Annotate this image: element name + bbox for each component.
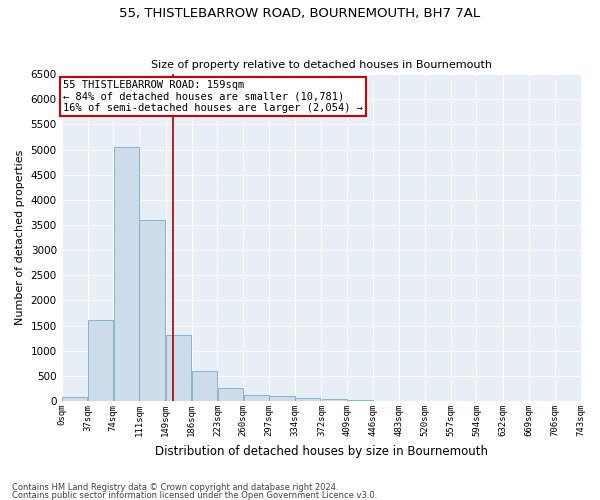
Bar	[347, 400, 373, 401]
Bar	[295, 398, 320, 401]
Bar	[113, 147, 139, 401]
Bar	[244, 395, 269, 401]
Text: 55, THISTLEBARROW ROAD, BOURNEMOUTH, BH7 7AL: 55, THISTLEBARROW ROAD, BOURNEMOUTH, BH7…	[119, 8, 481, 20]
Bar	[88, 320, 113, 401]
Text: 55 THISTLEBARROW ROAD: 159sqm
← 84% of detached houses are smaller (10,781)
16% : 55 THISTLEBARROW ROAD: 159sqm ← 84% of d…	[63, 80, 363, 114]
Text: Contains HM Land Registry data © Crown copyright and database right 2024.: Contains HM Land Registry data © Crown c…	[12, 484, 338, 492]
Bar	[139, 220, 165, 401]
Bar	[166, 335, 191, 401]
Bar	[218, 388, 243, 401]
Bar	[322, 399, 347, 401]
Bar	[62, 397, 87, 401]
X-axis label: Distribution of detached houses by size in Bournemouth: Distribution of detached houses by size …	[155, 444, 488, 458]
Title: Size of property relative to detached houses in Bournemouth: Size of property relative to detached ho…	[151, 60, 491, 70]
Bar	[373, 400, 398, 401]
Bar	[192, 371, 217, 401]
Y-axis label: Number of detached properties: Number of detached properties	[15, 150, 25, 326]
Text: Contains public sector information licensed under the Open Government Licence v3: Contains public sector information licen…	[12, 491, 377, 500]
Bar	[269, 396, 295, 401]
